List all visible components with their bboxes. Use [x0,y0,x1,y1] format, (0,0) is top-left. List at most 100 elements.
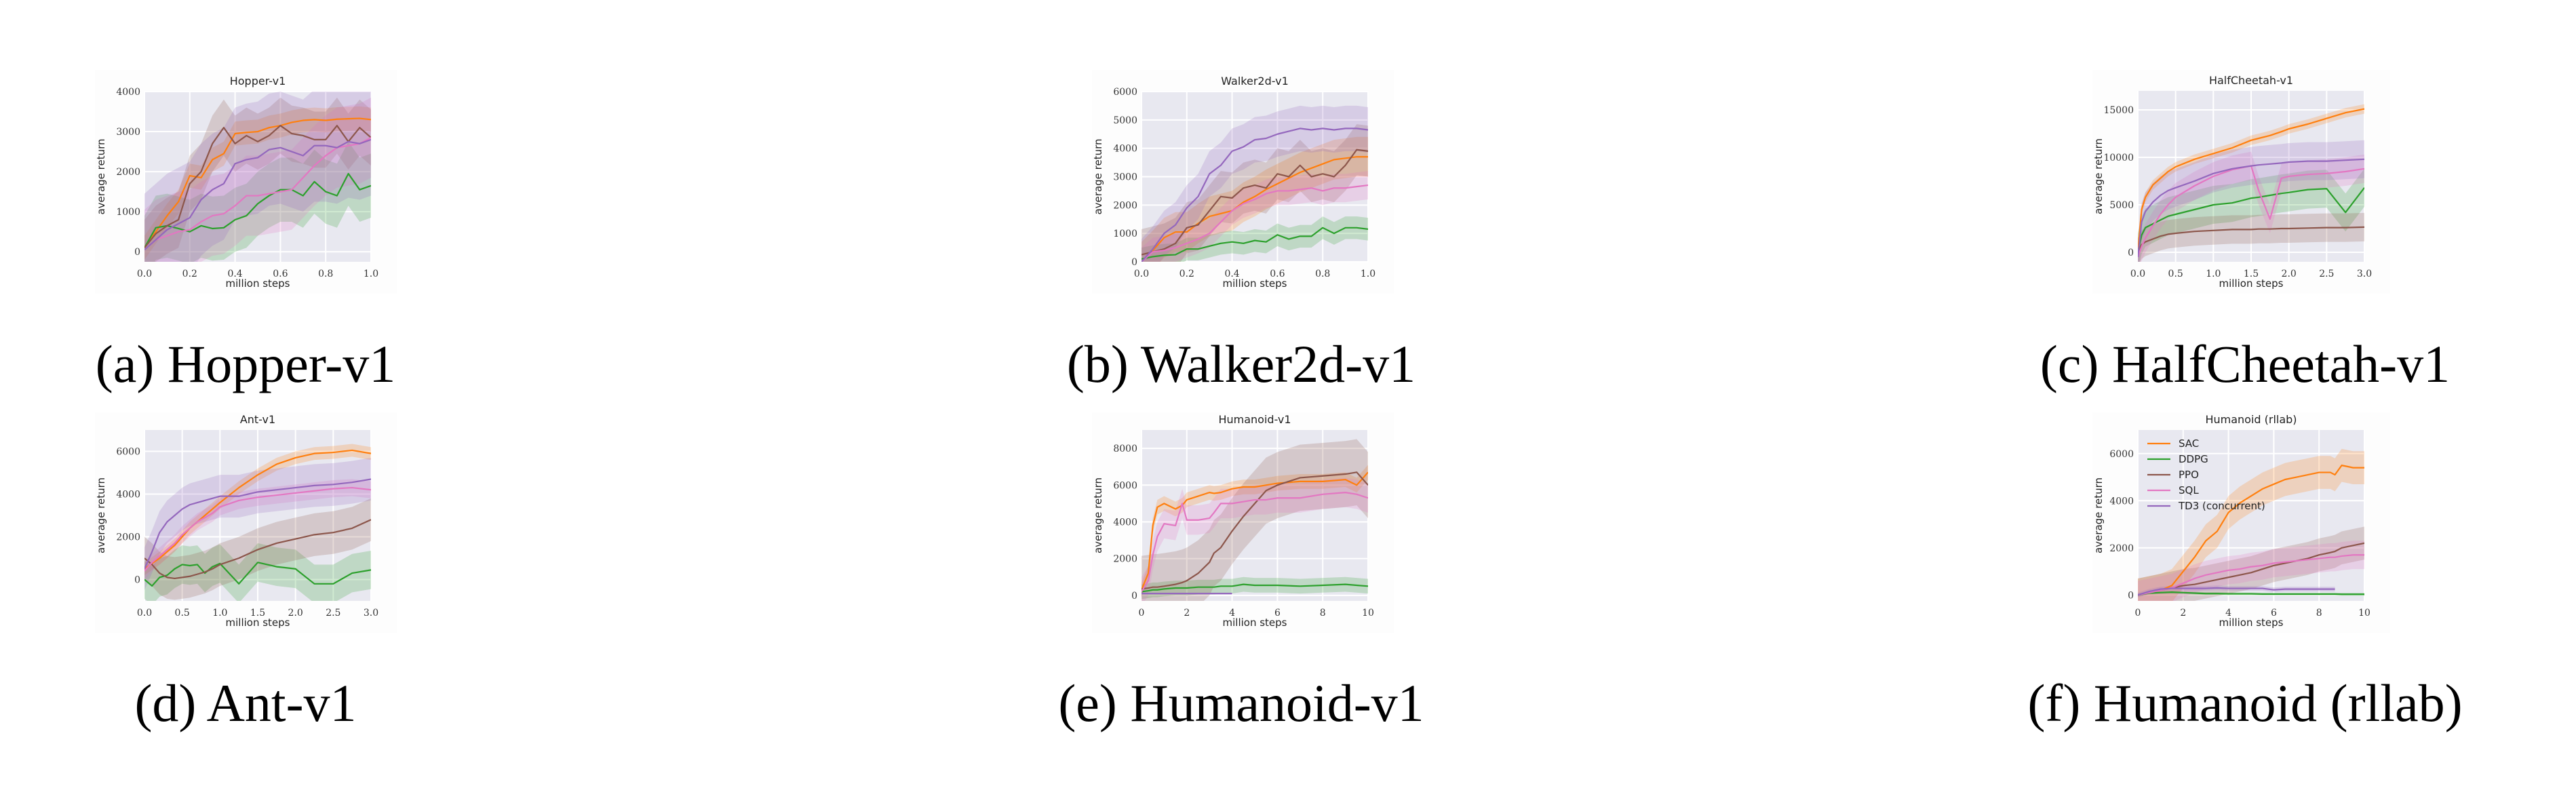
x-tick-label: 0.2 [1179,269,1194,279]
x-tick-label: 1.5 [2244,269,2259,279]
x-tick-label: 0.6 [1270,269,1285,279]
x-axis-label: million steps [226,616,290,629]
series-line-td3 [144,138,371,251]
x-tick-label: 8 [1320,608,1326,619]
y-tick-label: 4000 [1113,144,1137,155]
series-line-ppo [2138,226,2364,253]
confidence-band-ddpg [144,543,371,601]
y-tick-label: 6000 [1113,480,1137,491]
x-tick-label: 2.5 [2319,269,2334,279]
confidence-band-sql [2138,541,2364,601]
chart-panel-humanoid-rllab: 0 2 4 6 8 10 0 2000 4000 6000 million steps average… [2092,412,2390,633]
x-tick-label: 10 [2358,608,2370,619]
x-tick-label: 0.5 [175,608,190,619]
caption-f: (f) Humanoid (rllab) [2027,673,2463,732]
chart-svg: 0.0 0.2 0.4 0.6 0.8 1.0 0 1000 2000 3000 4000 milli… [95,75,378,290]
legend-label-ddpg: DDPG [2179,453,2208,465]
x-tick-label: 1.0 [364,269,378,279]
series-line-td3 [2138,587,2335,596]
x-tick-label: 4 [1229,608,1235,619]
x-axis-label: million steps [1223,277,1287,290]
series-line-sac [144,449,371,570]
y-tick-label: 0 [1131,591,1137,602]
chart-panel-ant: 0.0 0.5 1.0 1.5 2.0 2.5 3.0 0 2000 4000 6000 millio… [95,412,397,633]
x-axis-label: million steps [2219,616,2284,629]
caption-d: (d) Ant-v1 [134,673,357,732]
confidence-band-ppo [2138,526,2364,601]
confidence-band-ppo [1141,439,1368,601]
x-tick-label: 0.0 [1134,269,1149,279]
series-line-ddpg [1141,227,1368,260]
x-tick-label: 8 [2316,608,2322,619]
y-tick-label: 0 [2128,590,2134,601]
y-axis-label: average return [1092,138,1104,214]
series-line-sql [144,486,371,572]
series-line-sac [144,117,371,248]
legend-label-td3: TD3 (concurrent) [2178,500,2265,512]
y-tick-label: 5000 [2109,200,2134,211]
series-line-sac [1141,156,1368,262]
chart-title: Humanoid-v1 [1218,413,1291,426]
series-line-ddpg [144,562,371,587]
y-tick-label: 5000 [1113,115,1137,126]
series-line-sac [1141,471,1368,591]
x-tick-label: 4 [2225,608,2231,619]
x-tick-label: 10 [1362,608,1374,619]
y-tick-label: 0 [2128,248,2134,258]
y-tick-label: 15000 [2103,105,2134,116]
series-line-sql [2138,165,2364,258]
legend-label-sql: SQL [2179,484,2199,496]
series-line-ppo [1141,149,1368,256]
x-axis-label: million steps [2219,277,2284,290]
x-tick-label: 3.0 [364,608,378,619]
x-tick-label: 0.2 [182,269,197,279]
y-tick-label: 2000 [116,167,140,178]
confidence-band-ppo [2138,212,2364,262]
series-line-ddpg [1141,583,1368,593]
series-line-td3 [144,478,371,570]
y-tick-label: 0 [134,247,140,258]
chart-title: Walker2d-v1 [1221,75,1289,87]
series-line-ppo [144,519,371,580]
confidence-band-sac [144,444,371,576]
x-tick-label: 0 [1139,608,1145,619]
x-tick-label: 2.5 [326,608,340,619]
confidence-band-td3 [1141,105,1368,262]
series-line-td3 [1141,128,1368,262]
caption-e: (e) Humanoid-v1 [1058,673,1424,732]
caption-c: (c) HalfCheetah-v1 [2040,334,2451,393]
x-tick-label: 1.5 [250,608,265,619]
confidence-band-td3 [2138,140,2364,262]
chart-svg: 0.0 0.5 1.0 1.5 2.0 2.5 3.0 0 2000 4000 6000 millio… [95,413,378,629]
confidence-band-ppo [1141,124,1368,262]
legend-label-sac: SAC [2179,437,2199,450]
confidence-band-ddpg [144,141,371,262]
x-tick-label: 1.0 [212,608,227,619]
x-tick-label: 0.0 [2130,269,2145,279]
x-tick-label: 2.0 [2282,269,2297,279]
confidence-band-ddpg [2138,168,2364,262]
y-tick-label: 0 [1131,257,1137,268]
x-tick-label: 0.0 [137,269,152,279]
confidence-band-sql [2138,151,2364,262]
caption-b: (b) Walker2d-v1 [1066,334,1416,393]
y-axis-label: average return [95,477,107,553]
x-tick-label: 1.0 [1361,269,1375,279]
chart-panel-walker2d: 0.0 0.2 0.4 0.6 0.8 1.0 0 1000 2000 3000 4000 5000 6… [1092,70,1394,294]
x-tick-label: 6 [2271,608,2277,619]
chart-title: HalfCheetah-v1 [2209,74,2293,87]
series-line-ddpg [2138,591,2364,596]
y-tick-label: 3000 [116,127,140,138]
y-tick-label: 2000 [2109,543,2134,554]
legend-label-ppo: PPO [2179,469,2199,481]
y-tick-label: 6000 [1113,87,1137,98]
series-line-sac [2138,108,2364,253]
series-line-sql [1141,492,1368,593]
series-line-sql [2138,554,2364,596]
series-line-sql [144,136,371,251]
x-tick-label: 3.0 [2357,269,2372,279]
confidence-band-sac [1141,465,1368,598]
x-tick-label: 6 [1274,608,1281,619]
x-tick-label: 1.0 [2206,269,2221,279]
confidence-band-sac [2138,448,2364,601]
